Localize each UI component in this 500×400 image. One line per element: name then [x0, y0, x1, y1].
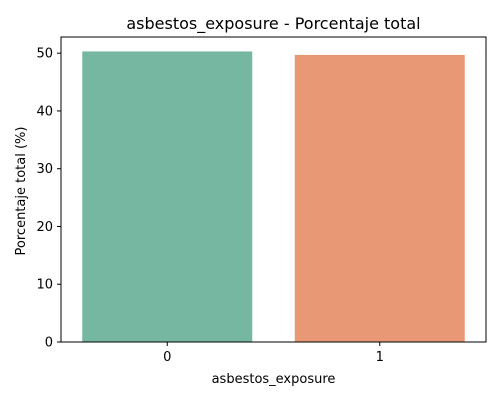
chart-title: asbestos_exposure - Porcentaje total: [126, 14, 420, 34]
bars-group: [82, 51, 465, 343]
y-tick-label-10: 10: [36, 278, 53, 293]
y-ticks-group: 0 10 20 30 40 50: [36, 47, 61, 351]
bar-1: [294, 54, 465, 342]
bar-0: [82, 51, 253, 343]
x-axis-title: asbestos_exposure: [212, 372, 336, 387]
plot-frame: [60, 36, 487, 343]
y-tick-label-50: 50: [36, 47, 53, 62]
y-tick-label-40: 40: [36, 104, 53, 119]
y-tick-label-0: 0: [45, 336, 53, 351]
x-tick-label-1: 1: [376, 350, 384, 365]
x-tick-label-0: 0: [163, 350, 171, 365]
y-tick-label-30: 30: [36, 162, 53, 177]
y-axis-title: Porcentaje total (%): [14, 127, 29, 256]
axes-group: [60, 36, 487, 343]
y-tick-label-20: 20: [36, 220, 53, 235]
